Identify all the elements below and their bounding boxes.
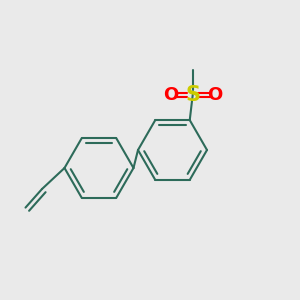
Text: O: O [207, 85, 222, 103]
Text: O: O [164, 85, 179, 103]
Text: S: S [185, 85, 200, 105]
